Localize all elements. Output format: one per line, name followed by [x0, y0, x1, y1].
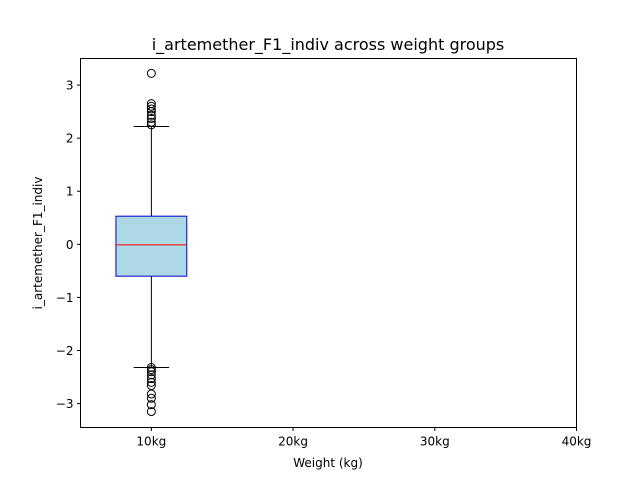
y-tick-label: 3	[66, 79, 74, 93]
outlier-point	[146, 110, 156, 120]
x-tick-label: 40kg	[562, 435, 592, 449]
outlier-point	[146, 104, 156, 114]
y-tick-label: −2	[56, 344, 74, 358]
x-axis: 10kg 20kg 30kg 40kg	[136, 427, 592, 449]
y-tick-label: 2	[66, 132, 74, 146]
plot-area	[115, 68, 188, 417]
y-tick-label: −3	[56, 397, 74, 411]
x-axis-label: Weight (kg)	[293, 456, 363, 470]
iqr-box	[115, 215, 188, 277]
outlier-point	[146, 407, 156, 417]
outlier-point	[146, 367, 156, 377]
outlier-point	[146, 113, 156, 123]
y-tick-label: 0	[66, 238, 74, 252]
outlier-point	[146, 117, 156, 127]
outlier-point	[146, 374, 156, 384]
outlier-point	[146, 68, 156, 78]
outlier-point	[146, 107, 156, 117]
plot-frame	[80, 58, 577, 428]
y-tick-label: −1	[56, 291, 74, 305]
outlier-point	[146, 363, 156, 373]
outlier-point	[146, 370, 156, 380]
outlier-point	[146, 393, 156, 403]
x-tick-label: 10kg	[136, 435, 166, 449]
y-tick-label: 1	[66, 185, 74, 199]
y-axis: −3 −2 −1 0 1 2 3	[56, 79, 81, 411]
outlier-point	[146, 101, 156, 111]
outlier-point	[146, 389, 156, 399]
chart-title: i_artemether_F1_indiv across weight grou…	[152, 35, 505, 55]
outlier-point	[146, 120, 156, 130]
x-tick-label: 20kg	[278, 435, 308, 449]
outlier-point	[146, 365, 156, 375]
box-10kg	[115, 68, 188, 417]
y-axis-label: i_artemether_F1_indiv	[31, 177, 45, 310]
outlier-point	[146, 400, 156, 410]
outlier-point	[146, 377, 156, 387]
x-tick-label: 30kg	[420, 435, 450, 449]
